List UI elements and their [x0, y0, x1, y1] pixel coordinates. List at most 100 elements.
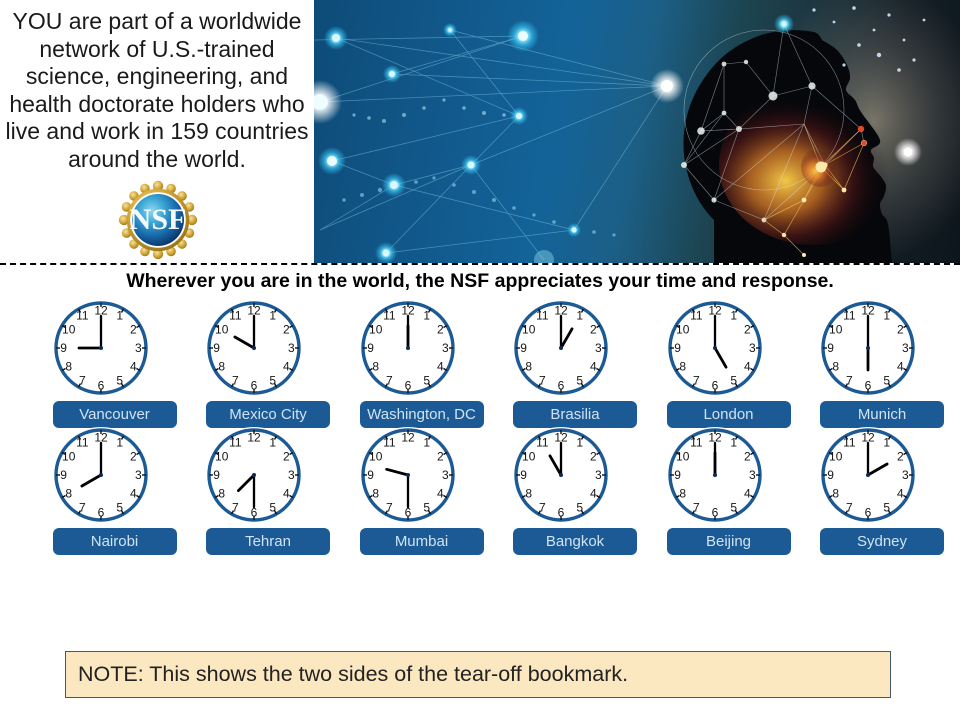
- svg-text:7: 7: [692, 373, 699, 387]
- svg-text:4: 4: [129, 487, 136, 501]
- svg-text:7: 7: [692, 500, 699, 514]
- svg-text:2: 2: [129, 322, 136, 336]
- svg-text:4: 4: [590, 487, 597, 501]
- svg-text:3: 3: [441, 341, 448, 355]
- svg-text:3: 3: [902, 341, 909, 355]
- svg-text:6: 6: [865, 505, 872, 519]
- svg-text:5: 5: [883, 500, 890, 514]
- svg-text:10: 10: [62, 449, 76, 463]
- svg-text:2: 2: [590, 449, 597, 463]
- svg-text:1: 1: [116, 309, 123, 323]
- svg-text:3: 3: [595, 341, 602, 355]
- svg-text:2: 2: [436, 322, 443, 336]
- svg-text:11: 11: [536, 436, 549, 450]
- svg-text:1: 1: [269, 309, 276, 323]
- svg-text:11: 11: [536, 309, 549, 323]
- svg-text:5: 5: [883, 373, 890, 387]
- svg-text:11: 11: [843, 436, 856, 450]
- svg-text:9: 9: [520, 341, 527, 355]
- svg-text:3: 3: [441, 468, 448, 482]
- svg-text:9: 9: [827, 468, 834, 482]
- svg-text:11: 11: [229, 309, 242, 323]
- svg-text:8: 8: [679, 487, 686, 501]
- svg-text:2: 2: [436, 449, 443, 463]
- svg-text:5: 5: [116, 500, 123, 514]
- svg-text:5: 5: [423, 500, 430, 514]
- svg-text:4: 4: [129, 360, 136, 374]
- svg-text:10: 10: [522, 322, 536, 336]
- svg-text:6: 6: [97, 378, 104, 392]
- svg-text:12: 12: [401, 430, 415, 444]
- svg-text:4: 4: [283, 360, 290, 374]
- svg-text:5: 5: [730, 373, 737, 387]
- svg-text:9: 9: [827, 341, 834, 355]
- svg-text:7: 7: [78, 500, 85, 514]
- svg-text:5: 5: [730, 500, 737, 514]
- svg-text:5: 5: [576, 500, 583, 514]
- svg-text:4: 4: [436, 360, 443, 374]
- svg-text:5: 5: [576, 373, 583, 387]
- svg-text:5: 5: [116, 373, 123, 387]
- svg-text:8: 8: [218, 487, 225, 501]
- svg-text:3: 3: [288, 468, 295, 482]
- svg-text:10: 10: [676, 322, 690, 336]
- svg-text:7: 7: [78, 373, 85, 387]
- svg-text:3: 3: [748, 468, 755, 482]
- svg-text:11: 11: [383, 309, 396, 323]
- svg-text:11: 11: [229, 436, 242, 450]
- svg-text:9: 9: [367, 468, 374, 482]
- svg-text:8: 8: [372, 487, 379, 501]
- svg-text:1: 1: [730, 436, 737, 450]
- svg-text:3: 3: [595, 468, 602, 482]
- svg-text:4: 4: [590, 360, 597, 374]
- svg-text:1: 1: [423, 436, 430, 450]
- svg-text:6: 6: [97, 505, 104, 519]
- svg-text:2: 2: [129, 449, 136, 463]
- svg-text:6: 6: [558, 378, 565, 392]
- svg-text:1: 1: [883, 436, 890, 450]
- svg-text:9: 9: [213, 468, 220, 482]
- svg-text:6: 6: [404, 378, 411, 392]
- svg-text:9: 9: [60, 468, 67, 482]
- svg-text:12: 12: [247, 430, 261, 444]
- svg-text:7: 7: [846, 373, 853, 387]
- svg-text:4: 4: [743, 487, 750, 501]
- svg-text:6: 6: [711, 378, 718, 392]
- svg-text:11: 11: [76, 309, 89, 323]
- svg-text:11: 11: [843, 309, 856, 323]
- svg-text:4: 4: [897, 487, 904, 501]
- svg-text:8: 8: [679, 360, 686, 374]
- svg-text:10: 10: [369, 322, 383, 336]
- svg-text:7: 7: [846, 500, 853, 514]
- svg-text:10: 10: [829, 449, 843, 463]
- svg-text:4: 4: [283, 487, 290, 501]
- svg-text:10: 10: [215, 322, 229, 336]
- svg-text:9: 9: [367, 341, 374, 355]
- svg-text:3: 3: [748, 341, 755, 355]
- svg-text:2: 2: [283, 322, 290, 336]
- svg-text:3: 3: [134, 468, 141, 482]
- svg-text:2: 2: [283, 449, 290, 463]
- svg-text:4: 4: [436, 487, 443, 501]
- svg-text:10: 10: [522, 449, 536, 463]
- svg-text:9: 9: [674, 341, 681, 355]
- svg-text:8: 8: [218, 360, 225, 374]
- svg-text:10: 10: [215, 449, 229, 463]
- svg-text:2: 2: [897, 449, 904, 463]
- svg-text:4: 4: [897, 360, 904, 374]
- svg-text:5: 5: [423, 373, 430, 387]
- svg-text:10: 10: [676, 449, 690, 463]
- svg-text:2: 2: [897, 322, 904, 336]
- svg-text:2: 2: [743, 322, 750, 336]
- svg-text:6: 6: [711, 505, 718, 519]
- svg-text:9: 9: [213, 341, 220, 355]
- svg-text:1: 1: [883, 309, 890, 323]
- svg-text:10: 10: [829, 322, 843, 336]
- svg-text:1: 1: [116, 436, 123, 450]
- svg-text:8: 8: [372, 360, 379, 374]
- svg-text:7: 7: [539, 500, 546, 514]
- svg-text:5: 5: [269, 500, 276, 514]
- svg-text:10: 10: [369, 449, 383, 463]
- svg-text:3: 3: [134, 341, 141, 355]
- svg-text:8: 8: [832, 360, 839, 374]
